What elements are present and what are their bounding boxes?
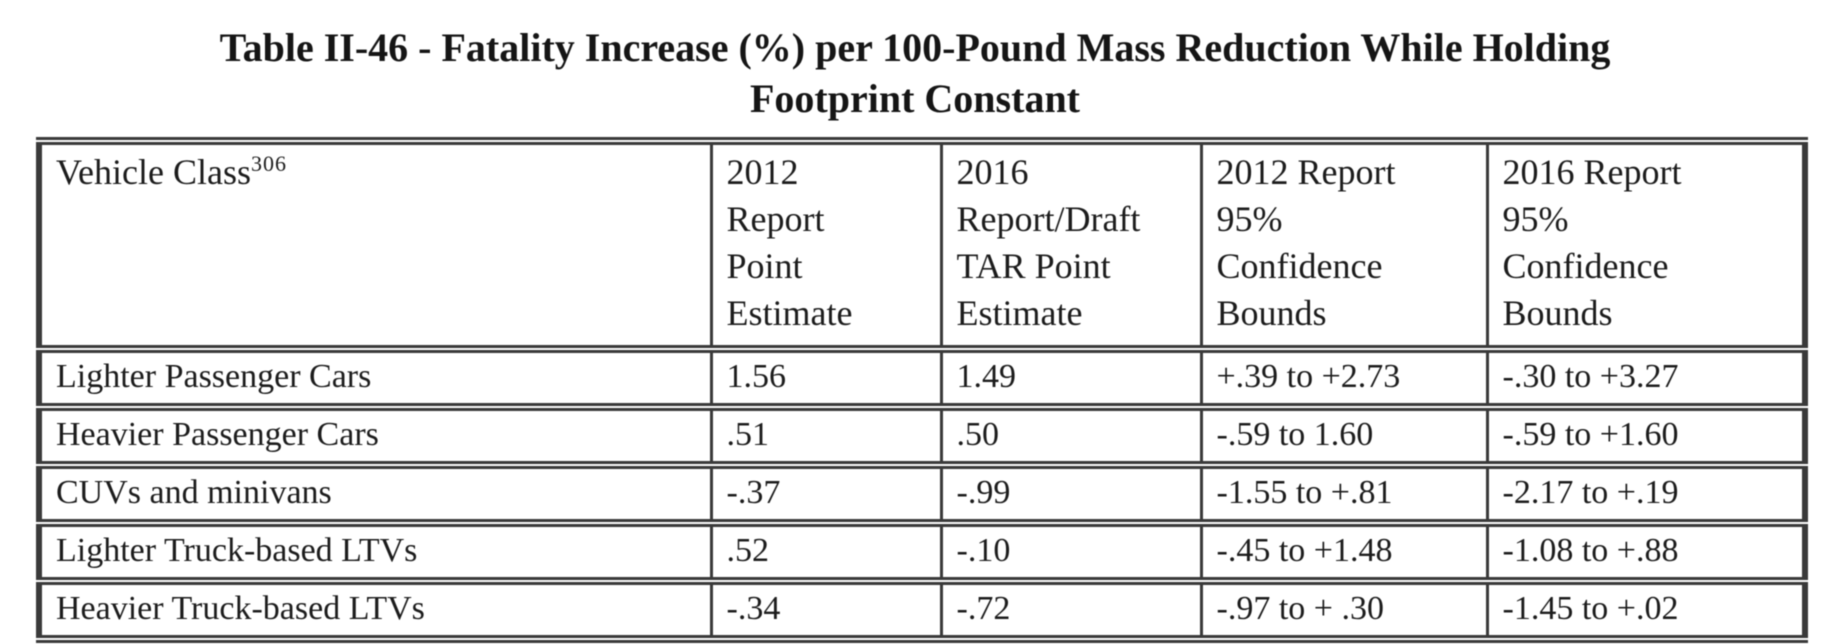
cell-vehicle-class: Lighter Passenger Cars — [37, 345, 713, 411]
cell-vehicle-class: Heavier Passenger Cars — [37, 403, 713, 469]
cell-2012-confidence-bounds: -1.55 to +.81 — [1199, 461, 1489, 527]
cell-2016-point-estimate: .50 — [939, 403, 1203, 469]
column-header-2012-point-estimate: 2012 Report Point Estimate — [709, 137, 943, 353]
column-header-2016-tar-point-estimate: 2016 Report/Draft TAR Point Estimate — [939, 137, 1203, 353]
table-row-lighter-truck-based-ltvs: Lighter Truck-based LTVs .52 -.10 -.45 t… — [37, 519, 1807, 585]
cell-2012-point-estimate: -.34 — [709, 577, 943, 643]
column-header-2012-confidence-bounds: 2012 Report 95% Confidence Bounds — [1199, 137, 1489, 353]
cell-2016-confidence-bounds: -1.08 to +.88 — [1485, 519, 1807, 585]
cell-2012-confidence-bounds: +.39 to +2.73 — [1199, 345, 1489, 411]
table-row-heavier-passenger-cars: Heavier Passenger Cars .51 .50 -.59 to 1… — [37, 403, 1807, 469]
header-row: Vehicle Class306 2012 Report Point Estim… — [37, 137, 1807, 353]
table-title-line1: Table II-46 - Fatality Increase (%) per … — [219, 25, 1611, 70]
cell-2016-point-estimate: 1.49 — [939, 345, 1203, 411]
cell-2012-point-estimate: -.37 — [709, 461, 943, 527]
cell-2016-confidence-bounds: -.30 to +3.27 — [1485, 345, 1807, 411]
table-row-lighter-passenger-cars: Lighter Passenger Cars 1.56 1.49 +.39 to… — [37, 345, 1807, 411]
table-title-line2: Footprint Constant — [749, 76, 1081, 121]
table-row-heavier-truck-based-ltvs: Heavier Truck-based LTVs -.34 -.72 -.97 … — [37, 577, 1807, 643]
column-header-vehicle-class-label: Vehicle Class — [56, 152, 251, 192]
column-header-vehicle-class: Vehicle Class306 — [37, 137, 713, 353]
fatality-increase-table: Vehicle Class306 2012 Report Point Estim… — [36, 137, 1808, 643]
column-header-2016-confidence-bounds: 2016 Report 95% Confidence Bounds — [1485, 137, 1807, 353]
cell-2012-confidence-bounds: -.45 to +1.48 — [1199, 519, 1489, 585]
footnote-reference-306: 306 — [250, 151, 287, 176]
cell-vehicle-class: CUVs and minivans — [37, 461, 713, 527]
cell-2012-point-estimate: .52 — [709, 519, 943, 585]
cell-vehicle-class: Lighter Truck-based LTVs — [37, 519, 713, 585]
table-row-cuvs-and-minivans: CUVs and minivans -.37 -.99 -1.55 to +.8… — [37, 461, 1807, 527]
table-title: Table II-46 - Fatality Increase (%) per … — [0, 0, 1830, 124]
cell-2012-confidence-bounds: -.97 to + .30 — [1199, 577, 1489, 643]
cell-2016-confidence-bounds: -2.17 to +.19 — [1485, 461, 1807, 527]
cell-2012-point-estimate: 1.56 — [709, 345, 943, 411]
cell-2016-confidence-bounds: -.59 to +1.60 — [1485, 403, 1807, 469]
cell-2016-point-estimate: -.99 — [939, 461, 1203, 527]
cell-2012-point-estimate: .51 — [709, 403, 943, 469]
cell-2016-confidence-bounds: -1.45 to +.02 — [1485, 577, 1807, 643]
cell-vehicle-class: Heavier Truck-based LTVs — [37, 577, 713, 643]
cell-2016-point-estimate: -.10 — [939, 519, 1203, 585]
cell-2012-confidence-bounds: -.59 to 1.60 — [1199, 403, 1489, 469]
cell-2016-point-estimate: -.72 — [939, 577, 1203, 643]
